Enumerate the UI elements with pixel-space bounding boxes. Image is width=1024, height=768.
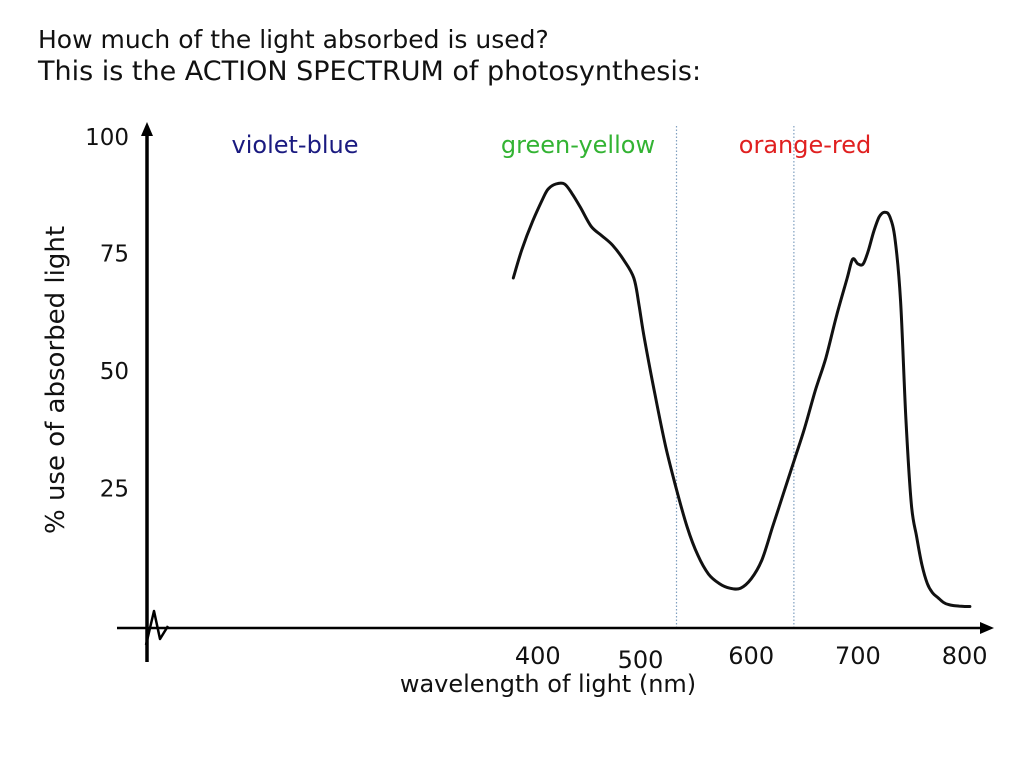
y-tick-label-50: 50 (100, 359, 129, 385)
x-axis-label: wavelength of light (nm) (400, 670, 696, 698)
y-tick-label-100: 100 (85, 125, 129, 151)
x-axis-break-mark (144, 609, 170, 646)
heading-statement: This is the ACTION SPECTRUM of photosynt… (38, 56, 702, 87)
action-spectrum-curve-1 (511, 181, 972, 609)
x-tick-label-700: 700 (835, 642, 881, 670)
y-tick-label-75: 75 (100, 242, 129, 268)
x-axis-arrowhead (980, 622, 994, 634)
y-axis-arrowhead (141, 122, 153, 136)
slide-heading: How much of the light absorbed is used? … (38, 24, 701, 88)
x-tick-label-500: 500 (618, 646, 664, 674)
x-tick-label-400: 400 (515, 642, 561, 670)
region-label-violet-blue: violet-blue (232, 131, 359, 159)
y-axis-label: % use of absorbed light (41, 226, 71, 534)
x-tick-label-800: 800 (942, 642, 988, 670)
x-tick-label-600: 600 (728, 642, 774, 670)
region-label-orange-red: orange-red (739, 131, 871, 159)
y-tick-label-25: 25 (100, 477, 129, 503)
region-label-green-yellow: green-yellow (501, 131, 655, 159)
heading-question: How much of the light absorbed is used? (38, 25, 549, 54)
